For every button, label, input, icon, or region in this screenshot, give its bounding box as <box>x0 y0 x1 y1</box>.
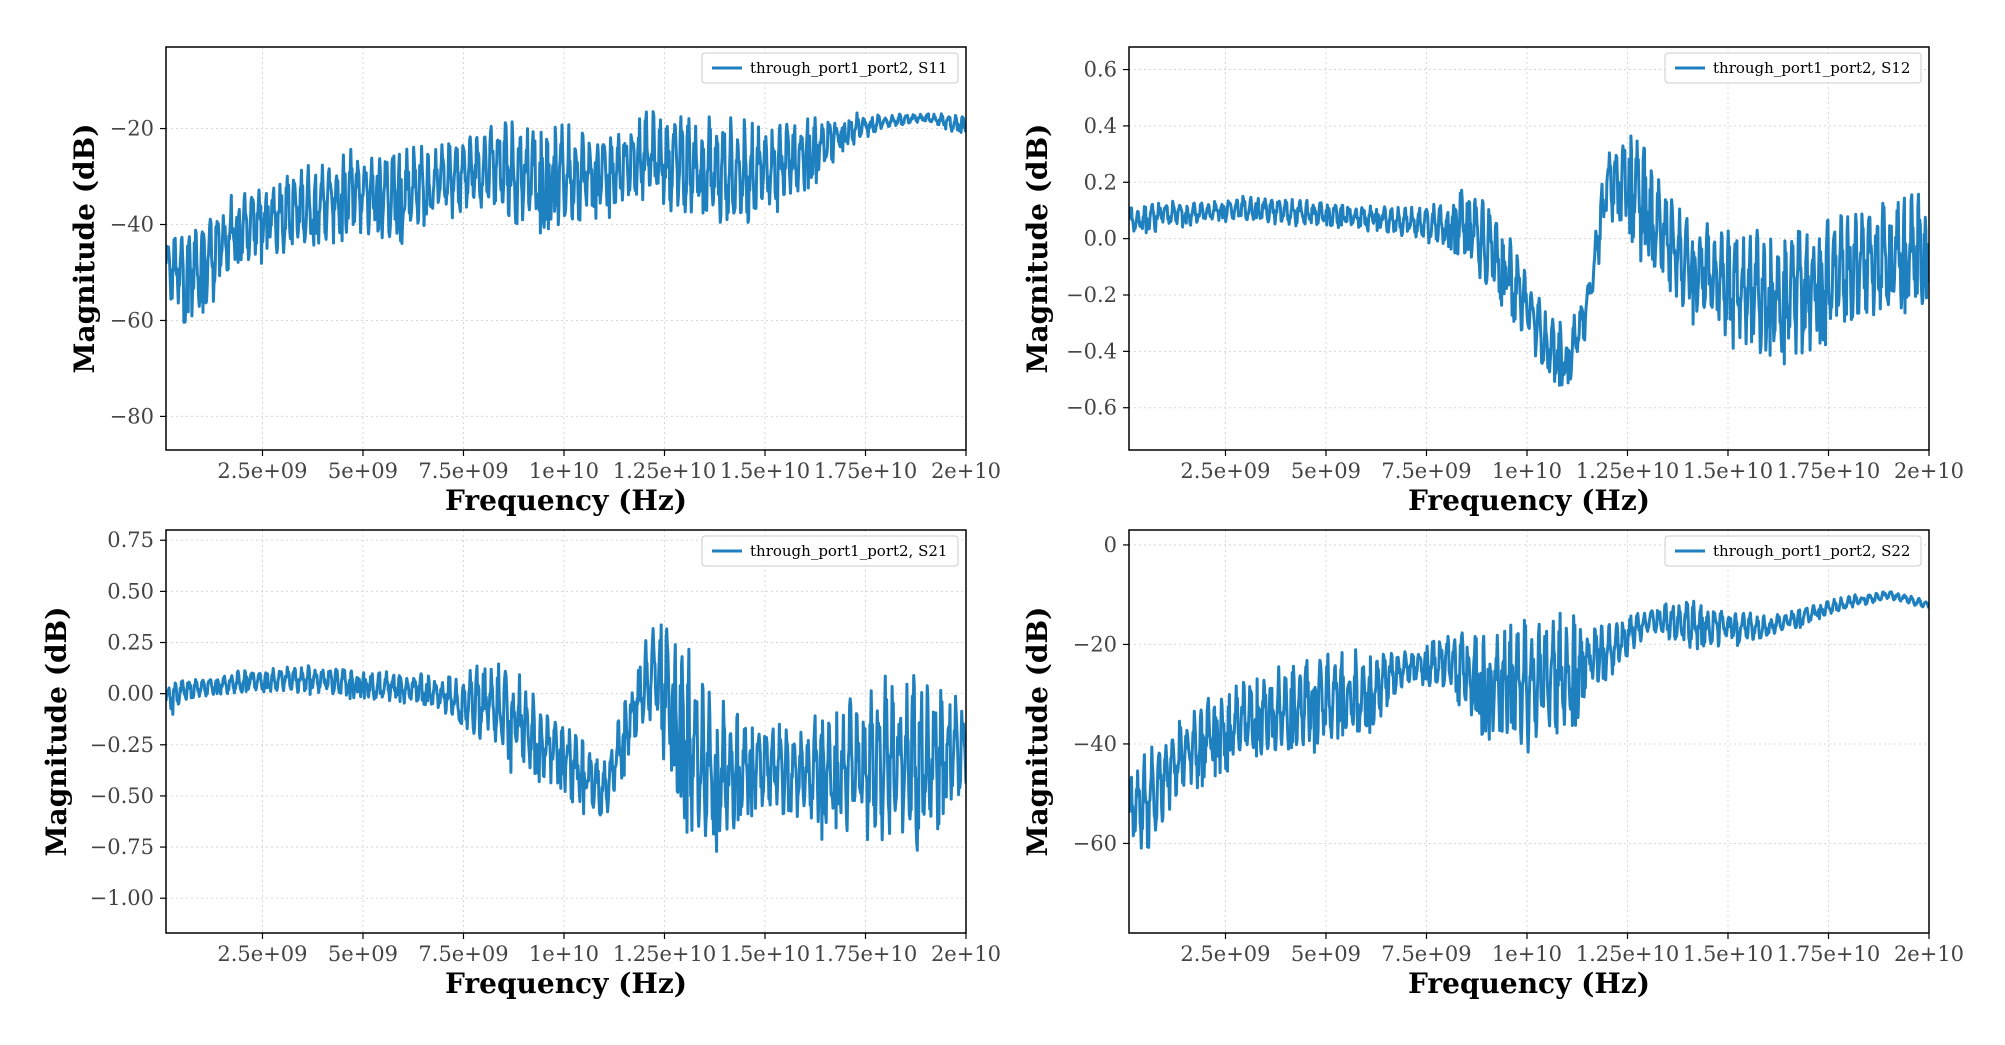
x-tick-label: 1.25e+10 <box>613 459 717 483</box>
y-tick-label: −0.50 <box>90 784 154 808</box>
x-tick-label: 2e+10 <box>1894 942 1964 966</box>
x-tick-label: 7.5e+09 <box>1381 942 1471 966</box>
x-tick-label: 1e+10 <box>529 459 599 483</box>
series-line-s21 <box>166 623 966 853</box>
chart-s11: 2.5e+09 5e+09 7.5e+09 1e+10 1.25e+10 1.5e+10 1… <box>68 46 1001 517</box>
y-tick-label: −0.4 <box>1066 339 1117 363</box>
y-tick-label: −80 <box>110 404 154 428</box>
y-tick-label: −0.6 <box>1066 396 1117 420</box>
y-tick-label: −20 <box>110 117 154 141</box>
x-tick-label: 7.5e+09 <box>418 459 508 483</box>
y-tick-label: 0.00 <box>107 682 154 706</box>
y-tick-label: 0.4 <box>1084 114 1117 138</box>
x-tick-label: 1.25e+10 <box>1576 459 1680 483</box>
x-tick-label: 2.5e+09 <box>1180 459 1270 483</box>
x-tick-label: 1e+10 <box>1492 459 1562 483</box>
y-tick-label: −60 <box>1073 831 1117 855</box>
x-tick-label: 2e+10 <box>931 459 1001 483</box>
x-tick-label: 2e+10 <box>1894 459 1964 483</box>
x-tick-label: 7.5e+09 <box>418 942 508 966</box>
y-tick-label: 0.75 <box>107 528 154 552</box>
series-line-s11 <box>166 110 966 324</box>
y-tick-label: 0 <box>1104 533 1117 557</box>
x-tick-label: 1.25e+10 <box>613 942 717 966</box>
y-tick-label: 0.25 <box>107 631 154 655</box>
y-tick-label: 0.6 <box>1084 58 1117 82</box>
chart-s21: 2.5e+09 5e+09 7.5e+09 1e+10 1.25e+10 1.5e+10 1… <box>40 528 1001 1000</box>
legend-label: through_port1_port2, S12 <box>1713 59 1910 77</box>
x-tick-label: 2.5e+09 <box>217 942 307 966</box>
series-line-s12 <box>1129 134 1929 387</box>
x-tick-label: 1.75e+10 <box>1777 459 1881 483</box>
x-tick-label: 5e+09 <box>328 459 398 483</box>
x-tick-label: 1.5e+10 <box>720 942 810 966</box>
y-tick-label: 0.2 <box>1084 170 1117 194</box>
x-tick-label: 1.75e+10 <box>814 942 918 966</box>
x-tick-label: 5e+09 <box>1291 942 1361 966</box>
chart-s12: 2.5e+09 5e+09 7.5e+09 1e+10 1.25e+10 1.5e+10 1… <box>1021 46 1964 517</box>
x-axis-label: Frequency (Hz) <box>1408 484 1650 517</box>
x-tick-label: 1.5e+10 <box>720 459 810 483</box>
plot-frame <box>165 46 967 451</box>
legend-label: through_port1_port2, S11 <box>750 59 947 77</box>
x-tick-label: 1e+10 <box>529 942 599 966</box>
y-tick-label: −20 <box>1073 632 1117 656</box>
y-tick-label: −40 <box>1073 732 1117 756</box>
y-tick-label: −1.00 <box>90 886 154 910</box>
x-tick-label: 1.5e+10 <box>1683 942 1773 966</box>
x-tick-label: 1.75e+10 <box>1777 942 1881 966</box>
y-tick-label: 0.0 <box>1084 227 1117 251</box>
plot-frame <box>165 529 967 934</box>
x-tick-label: 1e+10 <box>1492 942 1562 966</box>
x-axis-label: Frequency (Hz) <box>445 967 687 1000</box>
legend-box <box>1664 52 1922 84</box>
x-tick-label: 5e+09 <box>328 942 398 966</box>
legend-label: through_port1_port2, S22 <box>1713 542 1910 560</box>
x-tick-label: 1.75e+10 <box>814 459 918 483</box>
series-line-s22 <box>1129 590 1929 850</box>
legend-box <box>1664 535 1922 567</box>
x-axis-label: Frequency (Hz) <box>1408 967 1650 1000</box>
y-tick-label: −0.2 <box>1066 283 1117 307</box>
x-tick-label: 2.5e+09 <box>1180 942 1270 966</box>
plot-frame <box>1128 529 1930 934</box>
y-axis-label: Magnitude (dB) <box>1021 607 1054 857</box>
x-tick-label: 5e+09 <box>1291 459 1361 483</box>
x-tick-label: 1.5e+10 <box>1683 459 1773 483</box>
y-tick-label: 0.50 <box>107 579 154 603</box>
chart-s22: 2.5e+09 5e+09 7.5e+09 1e+10 1.25e+10 1.5e+10 1… <box>1021 529 1964 1000</box>
y-tick-label: −0.75 <box>90 835 154 859</box>
y-axis-label: Magnitude (dB) <box>68 124 101 374</box>
y-tick-label: −60 <box>110 308 154 332</box>
x-tick-label: 1.25e+10 <box>1576 942 1680 966</box>
legend-label: through_port1_port2, S21 <box>750 542 947 560</box>
y-axis-label: Magnitude (dB) <box>1021 124 1054 374</box>
x-tick-label: 7.5e+09 <box>1381 459 1471 483</box>
legend-box <box>701 52 959 84</box>
x-axis-label: Frequency (Hz) <box>445 484 687 517</box>
y-tick-label: −0.25 <box>90 733 154 757</box>
x-tick-label: 2e+10 <box>931 942 1001 966</box>
legend-box <box>701 535 959 567</box>
x-tick-label: 2.5e+09 <box>217 459 307 483</box>
y-tick-label: −40 <box>110 213 154 237</box>
plot-frame <box>1128 46 1930 451</box>
y-axis-label: Magnitude (dB) <box>40 607 73 857</box>
